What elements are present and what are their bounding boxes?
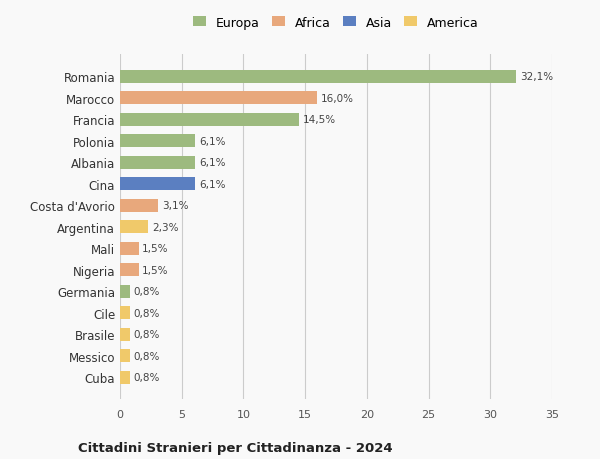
Bar [120,242,139,255]
Bar [120,263,139,276]
Bar [120,71,516,84]
Text: 0,8%: 0,8% [134,286,160,297]
Text: 6,1%: 6,1% [199,136,226,146]
Text: 32,1%: 32,1% [520,72,553,82]
Legend: Europa, Africa, Asia, America: Europa, Africa, Asia, America [193,17,479,29]
Bar [120,157,195,169]
Text: 0,8%: 0,8% [134,372,160,382]
Bar [120,328,130,341]
Text: 0,8%: 0,8% [134,308,160,318]
Text: 6,1%: 6,1% [199,158,226,168]
Bar [120,199,158,212]
Bar [120,371,130,384]
Bar [120,178,195,191]
Text: Cittadini Stranieri per Cittadinanza - 2024: Cittadini Stranieri per Cittadinanza - 2… [78,441,392,453]
Bar [120,113,299,127]
Text: 0,8%: 0,8% [134,351,160,361]
Bar [120,307,130,319]
Text: 1,5%: 1,5% [142,244,169,254]
Text: 2,3%: 2,3% [152,222,179,232]
Bar [120,92,317,105]
Text: 3,1%: 3,1% [162,201,188,211]
Text: 1,5%: 1,5% [142,265,169,275]
Text: 0,8%: 0,8% [134,330,160,339]
Bar [120,135,195,148]
Bar [120,285,130,298]
Text: 14,5%: 14,5% [302,115,336,125]
Text: 16,0%: 16,0% [321,94,354,104]
Text: 6,1%: 6,1% [199,179,226,189]
Bar [120,221,148,234]
Bar [120,349,130,362]
